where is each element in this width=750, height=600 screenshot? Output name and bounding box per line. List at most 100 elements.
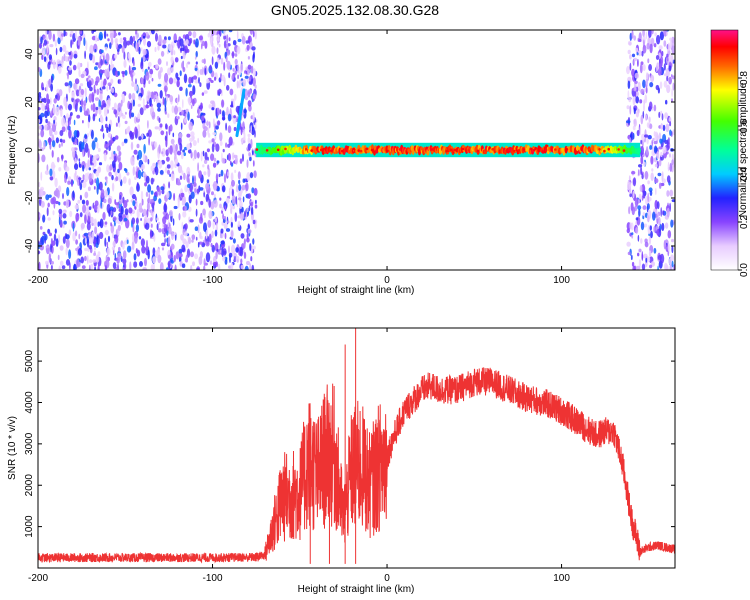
noise-blob: [88, 93, 93, 103]
noise-blob: [69, 105, 71, 110]
noise-blob: [104, 229, 109, 236]
noise-blob: [641, 50, 644, 57]
noise-blob: [50, 75, 54, 84]
noise-blob: [178, 213, 181, 221]
noise-blob: [629, 105, 632, 115]
noise-blob: [96, 177, 100, 188]
noise-blob: [138, 96, 142, 101]
noise-blob: [58, 65, 62, 74]
noise-blob: [202, 164, 205, 168]
noise-blob: [113, 155, 117, 163]
noise-blob: [181, 170, 184, 176]
noise-blob: [131, 240, 135, 251]
noise-blob: [161, 148, 166, 157]
noise-blob: [100, 128, 104, 132]
noise-blob: [202, 150, 205, 157]
noise-blob: [54, 177, 58, 188]
x-tick-label: -100: [203, 573, 223, 584]
noise-blob: [637, 58, 639, 67]
noise-blob: [103, 103, 107, 108]
noise-blob: [87, 75, 91, 79]
noise-blob: [666, 75, 669, 82]
noise-blob: [179, 70, 182, 77]
noise-blob: [220, 228, 224, 234]
noise-blob: [218, 173, 221, 178]
noise-blob: [43, 97, 46, 104]
noise-blob: [644, 241, 649, 248]
noise-blob: [652, 137, 655, 142]
noise-blob: [236, 45, 241, 55]
signal-peak: [503, 147, 506, 151]
noise-blob: [58, 208, 63, 214]
noise-blob: [648, 64, 652, 71]
noise-blob: [66, 113, 69, 120]
noise-blob: [84, 134, 88, 140]
noise-blob: [149, 68, 154, 75]
noise-blob: [82, 120, 84, 124]
noise-blob: [110, 222, 112, 227]
noise-blob: [230, 160, 232, 166]
noise-blob: [634, 89, 637, 98]
noise-blob: [217, 37, 220, 42]
noise-blob: [212, 132, 217, 136]
noise-blob: [95, 170, 100, 177]
noise-blob: [246, 237, 250, 243]
noise-blob: [60, 60, 63, 64]
noise-blob: [225, 122, 228, 131]
noise-blob: [628, 175, 631, 182]
noise-blob: [223, 30, 226, 37]
noise-blob: [631, 232, 634, 236]
noise-blob: [38, 125, 43, 130]
noise-blob: [92, 155, 97, 165]
noise-blob: [135, 30, 137, 35]
noise-blob: [109, 84, 111, 90]
noise-blob: [178, 248, 183, 254]
noise-blob: [170, 173, 175, 182]
noise-blob: [161, 227, 165, 235]
noise-blob: [112, 262, 117, 270]
noise-blob: [107, 38, 110, 42]
noise-blob: [252, 150, 254, 156]
noise-blob: [166, 213, 170, 220]
noise-blob: [158, 228, 162, 233]
noise-blob: [103, 30, 107, 39]
noise-blob: [46, 93, 49, 101]
noise-blob: [172, 218, 175, 226]
noise-blob: [657, 68, 662, 76]
noise-blob: [174, 264, 177, 270]
noise-blob: [74, 103, 78, 112]
noise-blob: [133, 60, 135, 67]
signal-peak: [255, 148, 259, 151]
noise-blob: [666, 53, 669, 58]
y-tick-label: 1000: [24, 515, 35, 538]
noise-blob: [63, 220, 67, 225]
noise-blob: [159, 170, 164, 175]
noise-blob: [199, 187, 204, 191]
noise-blob: [99, 218, 104, 229]
noise-blob: [81, 98, 84, 108]
noise-blob: [53, 98, 57, 104]
noise-blob: [252, 79, 256, 86]
noise-blob: [241, 35, 246, 45]
noise-blob: [167, 147, 170, 154]
signal-peak: [284, 147, 287, 151]
noise-blob: [247, 91, 251, 98]
noise-blob: [168, 43, 172, 52]
noise-blob: [84, 214, 87, 224]
noise-blob: [92, 202, 95, 209]
noise-blob: [228, 30, 233, 33]
noise-blob: [88, 114, 91, 123]
snr-frame: [37, 327, 676, 569]
noise-blob: [635, 217, 639, 221]
noise-blob: [233, 126, 237, 132]
noise-blob: [153, 91, 157, 96]
noise-blob: [102, 132, 105, 139]
noise-blob: [67, 123, 70, 131]
noise-blob: [107, 82, 112, 87]
noise-blob: [216, 160, 220, 164]
noise-blob: [198, 35, 203, 41]
noise-blob: [661, 113, 664, 121]
noise-blob: [195, 50, 198, 58]
noise-blob: [40, 188, 44, 198]
noise-blob: [633, 107, 636, 115]
